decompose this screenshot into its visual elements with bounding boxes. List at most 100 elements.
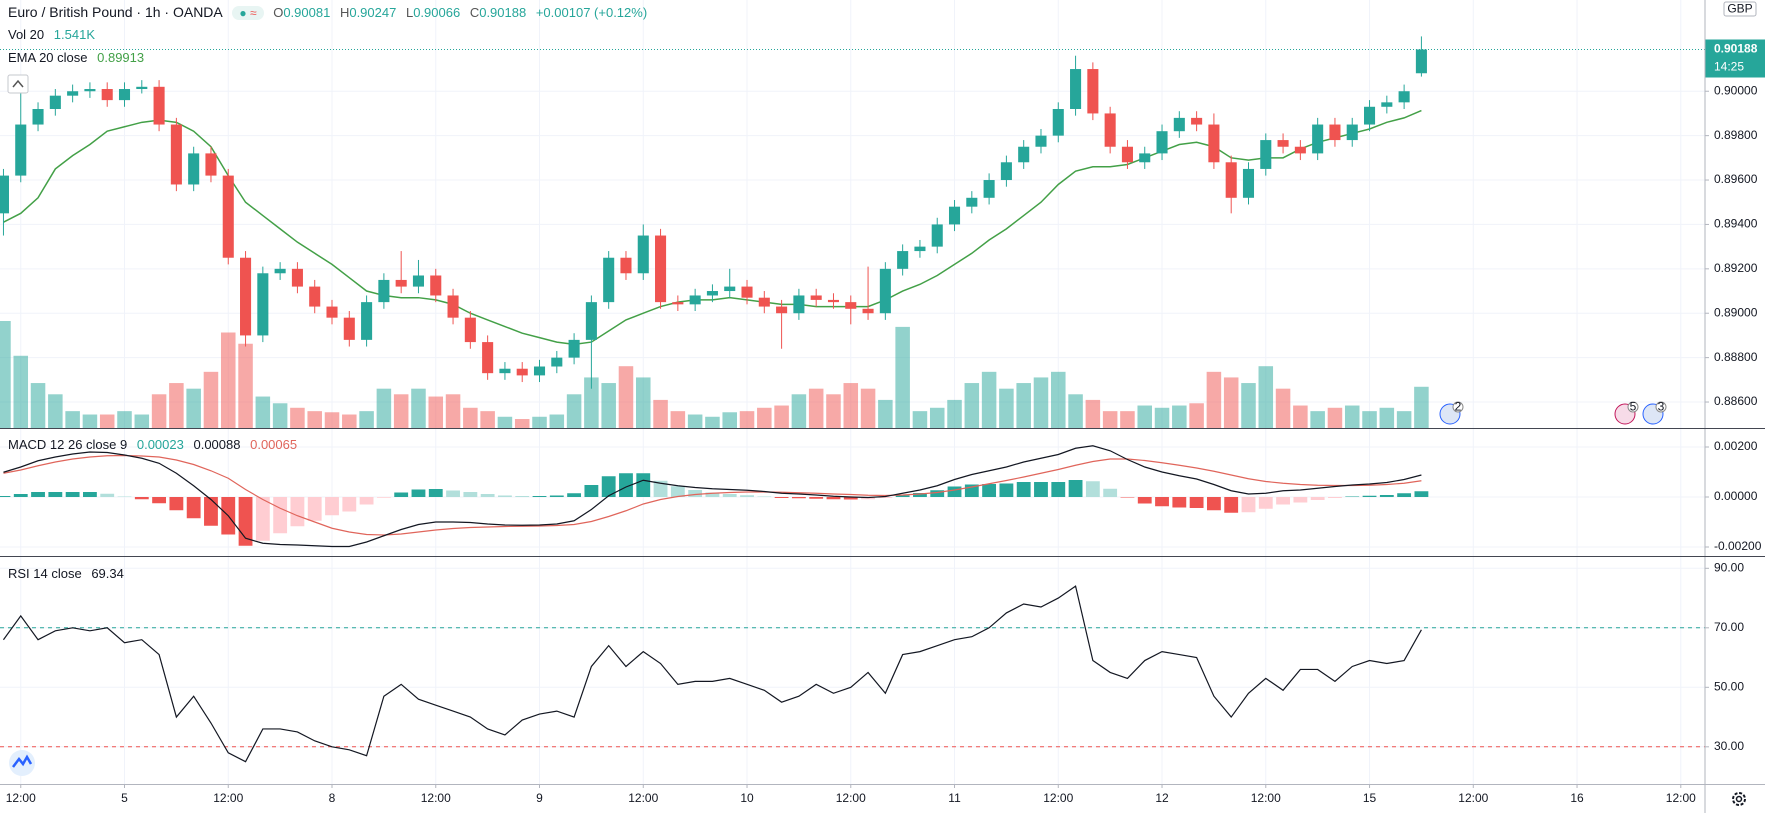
volume-bar — [774, 405, 789, 428]
volume-value: 1.541K — [53, 27, 95, 42]
settings[interactable] — [1732, 792, 1746, 806]
y-tick-label: 0.00000 — [1714, 489, 1758, 503]
candle-body — [412, 275, 425, 287]
volume-bar — [739, 411, 755, 428]
volume-name[interactable]: Vol 20 — [8, 27, 45, 42]
y-tick-label: 0.89200 — [1714, 261, 1758, 275]
volume-bar — [1310, 411, 1325, 428]
settings-hub — [1735, 795, 1743, 803]
macd-histogram-bar — [1103, 488, 1118, 497]
volume-bar — [48, 394, 63, 428]
event-badge — [1452, 401, 1464, 413]
event-marker[interactable]: 5 — [1614, 400, 1639, 425]
ohlc-value: 0.90247 — [349, 5, 397, 20]
macd-histogram-bar — [1362, 495, 1377, 497]
candle-body — [1260, 140, 1272, 169]
macd-histogram-bar — [1172, 497, 1187, 508]
volume-bar — [393, 394, 409, 428]
macd-line — [3, 445, 1422, 548]
volume-bar — [1154, 407, 1170, 428]
macd-histogram-bar — [1258, 497, 1273, 509]
x-tick-label: 12 — [1155, 791, 1169, 805]
macd-histogram-bar — [843, 497, 858, 500]
price-tag-label: 0.90188 — [1714, 42, 1758, 56]
volume-bar — [238, 343, 253, 428]
volume-bar — [1016, 383, 1031, 428]
macd-histogram-bar — [480, 494, 495, 497]
y-tick-label: -0.00200 — [1714, 539, 1762, 553]
candle-body — [827, 299, 840, 303]
rsi-name[interactable]: RSI 14 close — [8, 566, 82, 581]
volume-bar — [497, 416, 513, 428]
candle-body — [395, 279, 407, 287]
candle-body — [1208, 124, 1220, 163]
macd-histogram-bar — [705, 492, 720, 497]
candle-body — [153, 86, 165, 125]
currency: GBP — [1727, 2, 1752, 16]
y-tick-label: 0.89800 — [1714, 128, 1758, 142]
currency-box[interactable] — [1723, 1, 1757, 17]
macd-histogram-bar — [567, 493, 582, 497]
status-pill[interactable]: ● ≈ — [232, 6, 264, 20]
y-tick-label: 50.00 — [1714, 679, 1744, 693]
ohlc-value: 0.90188 — [479, 5, 527, 20]
macd-histogram-bar — [1328, 497, 1342, 498]
candle-body — [101, 89, 113, 101]
macd-histogram-bar — [861, 497, 875, 500]
macd-histogram-bar — [1085, 481, 1100, 497]
candle-body — [1191, 117, 1203, 125]
macd-name[interactable]: MACD 12 26 close 9 — [8, 437, 128, 452]
ema-value: 0.89913 — [97, 50, 145, 65]
macd-histogram-bar — [0, 496, 11, 497]
volume-bar — [947, 399, 962, 428]
x-tick-label: 12:00 — [213, 791, 243, 805]
macd-histogram-bar — [1016, 482, 1031, 497]
volume-legend: Vol 20 1.541K — [8, 27, 101, 42]
macd-histogram-bar — [878, 497, 893, 498]
volume-bar — [1258, 366, 1274, 428]
volume-bar — [1206, 371, 1222, 428]
ema-name[interactable]: EMA 20 close — [8, 50, 88, 65]
event-marker[interactable]: 2 — [1439, 400, 1464, 425]
volume-bar — [1396, 411, 1412, 428]
volume-bar — [878, 399, 893, 428]
macd-histogram-bar — [342, 497, 357, 512]
macd-histogram-bar — [740, 495, 754, 497]
macd-histogram-bar — [428, 489, 443, 497]
volume-bar — [1051, 371, 1066, 428]
x-tick-label: 12:00 — [1458, 791, 1488, 805]
symbol-title[interactable]: Euro / British Pound · 1h · OANDA — [8, 4, 223, 20]
macd-histogram-bar — [1397, 493, 1412, 497]
collapse-icon — [12, 79, 24, 88]
candle-body — [1398, 91, 1410, 103]
candle-body — [1346, 124, 1358, 141]
candle-body — [533, 366, 546, 376]
macd-histogram-bar — [515, 496, 530, 497]
volume-bar — [687, 414, 703, 428]
signal-value: 0.00065 — [250, 437, 298, 452]
event-marker[interactable]: 3 — [1642, 400, 1667, 425]
volume-bar — [445, 394, 461, 428]
macd-histogram-bar — [1206, 497, 1221, 511]
candle-body — [1000, 162, 1012, 181]
volume-bar — [255, 396, 271, 428]
macd-histogram-bar — [498, 495, 512, 497]
x-tick-label: 12:00 — [1666, 791, 1696, 805]
macd-histogram-bar — [826, 497, 841, 500]
ohlc-label: H — [339, 5, 350, 20]
macd-histogram-bar — [1051, 482, 1066, 497]
macd-histogram-bar — [255, 497, 270, 541]
collapse-button[interactable] — [7, 74, 29, 94]
candle-body — [741, 286, 753, 298]
candle-body — [447, 295, 459, 318]
event-count: 5 — [1630, 400, 1637, 414]
volume-bar — [929, 407, 945, 428]
macd-histogram-bar — [463, 492, 478, 497]
macd-histogram-bar — [930, 490, 945, 497]
candle-body — [1225, 162, 1237, 198]
volume-bar — [705, 416, 720, 428]
volume-bar — [808, 388, 824, 428]
macd-histogram-bar — [982, 484, 997, 497]
